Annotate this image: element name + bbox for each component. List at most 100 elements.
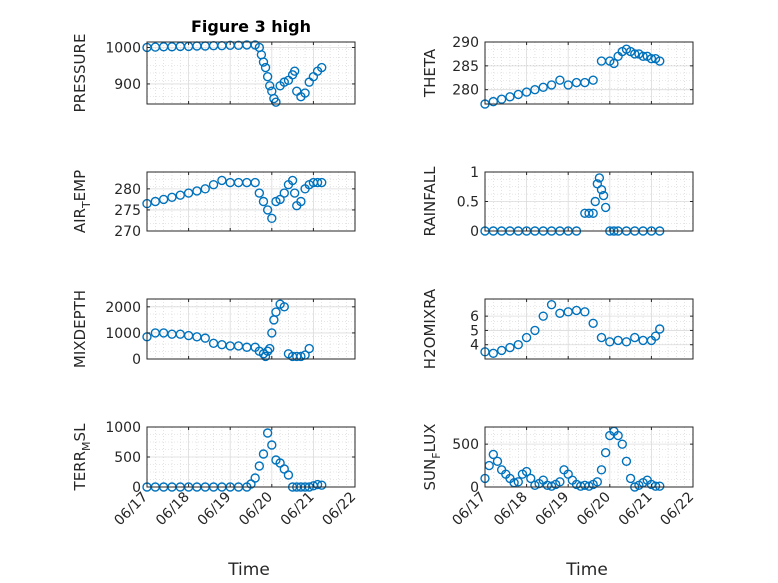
data-point: [555, 477, 565, 487]
data-point: [655, 324, 665, 334]
data-point: [265, 81, 275, 91]
data-point: [513, 89, 523, 100]
y-tick-label: 5: [470, 323, 479, 339]
data-point: [208, 179, 219, 190]
y-tick-label: 1000: [105, 326, 141, 342]
data-point: [258, 449, 269, 459]
data-point: [296, 351, 306, 362]
data-point: [279, 302, 289, 312]
axes-box: [146, 171, 356, 232]
x-tick-label: 06/19: [533, 489, 573, 529]
y-axis-label-subscript: T: [80, 201, 93, 209]
y-axis-label-rest: LUX: [421, 424, 439, 453]
data-point: [262, 71, 273, 82]
y-tick-label: 280: [452, 83, 479, 99]
y-axis-label-subscript: M: [80, 441, 93, 451]
data-point: [584, 481, 594, 491]
data-point: [596, 465, 607, 475]
x-tick-label: 06/22: [319, 489, 359, 529]
x-tick-label: 06/22: [657, 489, 697, 529]
y-tick-label: 0: [132, 352, 141, 368]
panel-theta: 280 285 290 THETA: [421, 35, 694, 109]
y-tick-label: 2000: [105, 300, 141, 316]
data-point: [192, 186, 202, 196]
axes-box: [146, 298, 356, 360]
y-tick-label: 275: [114, 203, 141, 219]
y-tick-label: 500: [114, 450, 141, 466]
data-point: [646, 53, 657, 64]
y-axis-label: MIXDEPTH: [71, 290, 89, 368]
y-axis-label-main: TERR: [71, 451, 89, 492]
y-axis-label-main: MIXDEPTH: [71, 290, 89, 368]
data-point: [630, 332, 640, 343]
data-point: [267, 213, 277, 224]
y-axis-label-rest: SL: [71, 423, 89, 442]
panel-pressure: 900 1000 PRESSURE Figure 3 high: [71, 17, 356, 113]
data-point: [521, 332, 532, 343]
data-point: [590, 196, 600, 207]
y-tick-label: 0: [470, 480, 479, 496]
data-point: [488, 96, 499, 107]
plot-area: [485, 42, 693, 104]
data-point: [546, 300, 557, 310]
data-point: [584, 208, 594, 219]
y-axis-label-main: RAINFALL: [421, 166, 439, 237]
data-point: [563, 80, 573, 90]
data-point: [530, 84, 540, 95]
data-point: [588, 75, 598, 85]
data-point: [275, 194, 285, 205]
data-point: [267, 440, 277, 450]
y-axis-label-main: PRESSURE: [71, 34, 89, 113]
panel-air_temp: 270 275 280 AIRTEMP: [71, 170, 356, 240]
data-point: [289, 188, 300, 198]
data-point: [555, 75, 565, 85]
data-point: [150, 196, 161, 207]
data-point: [250, 177, 260, 188]
data-point: [262, 346, 273, 356]
axes-box: [484, 41, 694, 105]
data-point: [600, 202, 611, 213]
y-tick-label: 280: [114, 182, 141, 198]
plot-area: [485, 299, 693, 359]
y-axis-label-subscript: F: [430, 452, 443, 458]
y-tick-label: 285: [452, 59, 479, 75]
data-point: [588, 208, 598, 219]
data-point: [260, 62, 271, 73]
y-tick-label: 900: [114, 77, 141, 93]
data-point: [262, 428, 273, 438]
data-point: [596, 184, 607, 195]
data-point: [596, 332, 607, 343]
data-point: [258, 196, 269, 207]
plot-area: [147, 42, 355, 104]
data-point: [304, 343, 314, 354]
y-axis-label: PRESSURE: [71, 34, 89, 113]
panel-rainfall: 0 0.5 1 RAINFALL: [421, 165, 694, 240]
data-point: [492, 456, 503, 466]
y-axis-label: AIRTEMP: [71, 170, 93, 233]
data-point: [267, 328, 277, 338]
data-point: [505, 342, 515, 353]
plot-area: [147, 299, 355, 359]
data-point: [300, 88, 310, 98]
y-axis-label: H2OMIXRA: [421, 288, 439, 369]
y-tick-label: 6: [470, 309, 479, 325]
data-point: [526, 473, 536, 484]
y-axis-label: SUNFLUX: [421, 424, 443, 491]
y-tick-label: 0.5: [457, 195, 479, 211]
data-point: [592, 477, 603, 487]
y-tick-label: 1000: [105, 420, 141, 436]
x-tick-label: 06/18: [153, 489, 193, 529]
data-point: [317, 177, 327, 188]
data-point: [488, 348, 499, 358]
data-point: [200, 184, 210, 194]
data-point: [609, 58, 619, 69]
data-point: [258, 57, 269, 67]
data-point: [200, 333, 210, 343]
data-point: [621, 337, 632, 347]
data-point: [638, 51, 648, 62]
y-axis-label: RAINFALL: [421, 166, 439, 237]
x-tick-label: 06/21: [278, 489, 318, 529]
y-tick-label: 0: [470, 224, 479, 240]
